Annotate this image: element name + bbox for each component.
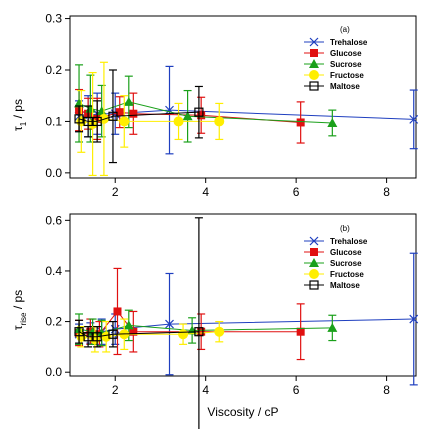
data-point — [74, 114, 84, 124]
data-point — [214, 116, 225, 127]
y-tick-label: 0.6 — [45, 213, 62, 227]
legend-label: Fructose — [330, 270, 364, 279]
legend-marker — [309, 81, 319, 91]
plot-frame — [69, 213, 417, 377]
data-point — [296, 327, 305, 336]
legend-marker — [310, 49, 318, 57]
plot-frame — [69, 15, 417, 179]
data-point — [85, 103, 96, 113]
data-point — [123, 96, 134, 106]
x-tick-label: 4 — [202, 185, 209, 199]
data-point — [101, 331, 112, 342]
data-point — [129, 327, 138, 336]
data-point — [108, 329, 118, 339]
data-point — [194, 107, 204, 117]
legend-marker — [310, 248, 318, 256]
legend: Trehalose Glucose Sucrose Fructose Maltose — [304, 37, 368, 91]
panel-tag: (b) — [340, 224, 350, 233]
legend-marker — [309, 70, 319, 80]
y-axis-label-unit: / ps — [11, 99, 25, 122]
data-point-b — [165, 105, 174, 115]
legend-marker — [309, 280, 319, 290]
legend-marker-b — [309, 236, 319, 246]
series-maltose — [74, 217, 204, 434]
y-tick-label: 0.3 — [45, 12, 62, 26]
y-axis-label-main: τ — [11, 325, 25, 330]
data-point — [173, 116, 184, 127]
y-axis-label: τ1 / ps — [11, 99, 28, 131]
series-maltose — [74, 69, 204, 164]
data-point — [92, 332, 102, 342]
data-point-b — [409, 114, 419, 124]
x-tick-label: 6 — [293, 383, 300, 397]
legend-marker — [309, 59, 319, 68]
data-point — [197, 111, 206, 120]
x-tick-label: 2 — [112, 185, 119, 199]
y-tick-label: 0.2 — [45, 63, 62, 77]
data-point — [115, 108, 124, 117]
series-trehalose — [74, 65, 419, 155]
y-axis-label-unit: / ps — [11, 290, 25, 313]
data-point — [194, 327, 204, 337]
panel-tag: (a) — [340, 25, 350, 34]
legend-marker-b — [309, 37, 319, 47]
legend: Trehalose Glucose Sucrose Fructose Maltose — [304, 236, 368, 290]
legend-marker — [309, 269, 319, 279]
data-point — [113, 307, 122, 316]
data-point — [108, 111, 118, 121]
series-glucose — [75, 267, 305, 361]
data-point — [214, 326, 225, 337]
legend-label: Trehalose — [330, 237, 368, 246]
y-tick-label: 0.0 — [45, 166, 62, 180]
y-tick-label: 0.0 — [45, 365, 62, 379]
data-point — [296, 118, 305, 127]
data-point — [327, 322, 338, 332]
data-point-b — [409, 314, 419, 324]
x-tick-label: 8 — [383, 383, 390, 397]
x-tick-label: 2 — [112, 383, 119, 397]
y-axis-label: τrise / ps — [11, 290, 28, 330]
panel-b: 0.0 0.2 0.4 0.6 2 4 6 8 τrise / ps Viscosity / cP… — [11, 213, 419, 434]
data-point — [129, 109, 138, 118]
data-point — [182, 111, 193, 121]
x-tick-label: 8 — [383, 185, 390, 199]
legend-label: Glucose — [330, 248, 362, 257]
data-point — [92, 116, 102, 127]
x-axis-label: Viscosity / cP — [207, 405, 278, 419]
data-point — [119, 116, 130, 127]
legend-label: Sucrose — [330, 259, 362, 268]
data-point — [178, 329, 189, 340]
data-point — [89, 334, 100, 345]
legend-label: Maltose — [330, 281, 360, 290]
data-point — [123, 320, 134, 330]
data-point — [197, 327, 206, 336]
y-tick-label: 0.2 — [45, 315, 62, 329]
y-tick-label: 0.1 — [45, 114, 62, 128]
x-tick-label: 4 — [202, 383, 209, 397]
legend-label: Trehalose — [330, 38, 368, 47]
data-point — [327, 117, 338, 127]
y-axis-label-main: τ — [11, 126, 25, 131]
legend-label: Fructose — [330, 71, 364, 80]
y-tick-label: 0.4 — [45, 264, 62, 278]
legend-label: Maltose — [330, 82, 360, 91]
legend-label: Glucose — [330, 49, 362, 58]
x-tick-label: 6 — [293, 185, 300, 199]
data-point — [83, 116, 93, 127]
legend-label: Sucrose — [330, 60, 362, 69]
data-point — [83, 332, 93, 342]
panel-a: 0.0 0.1 0.2 0.3 2 4 6 8 τ1 / ps (a) Trehalose Gluco… — [11, 12, 419, 199]
legend-marker — [309, 258, 319, 267]
data-point-b — [165, 319, 174, 329]
y-axis-label-subscript: rise — [19, 312, 28, 325]
y-axis-label-subscript: 1 — [19, 121, 28, 126]
data-point — [74, 327, 84, 337]
